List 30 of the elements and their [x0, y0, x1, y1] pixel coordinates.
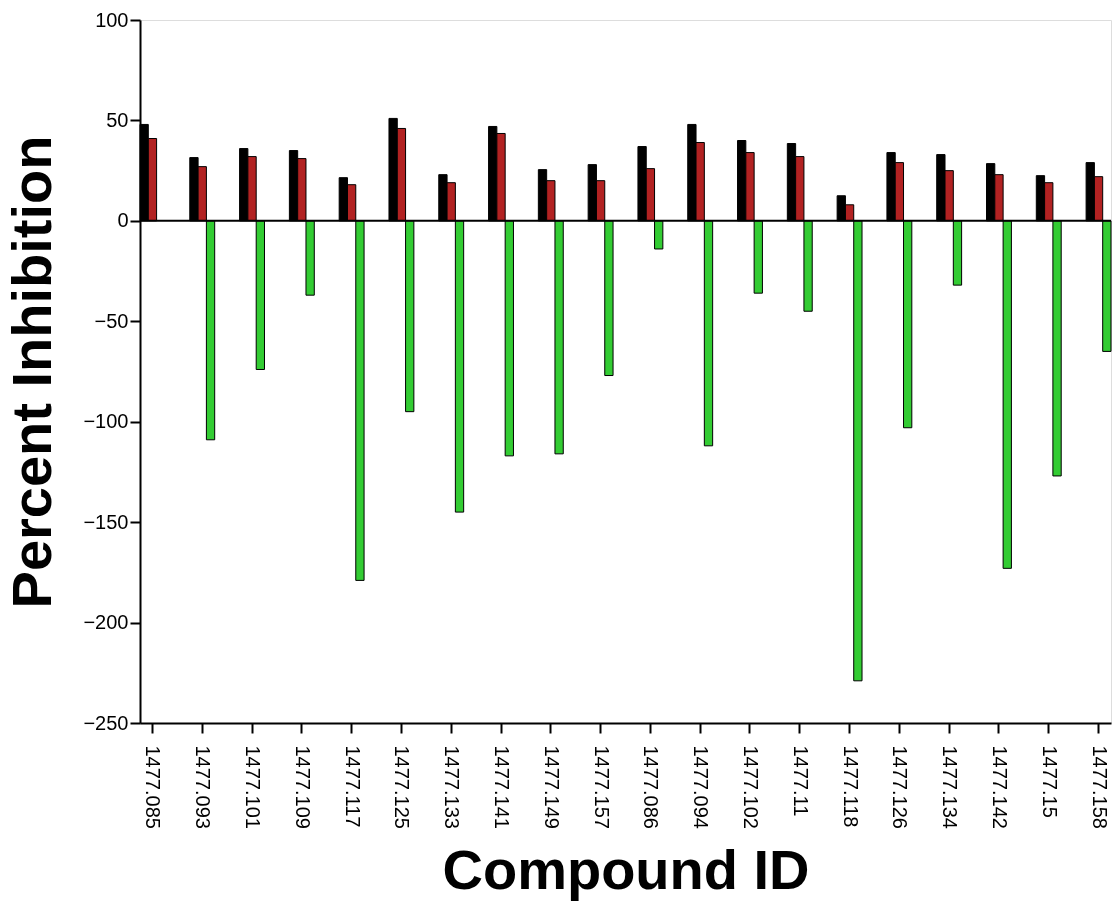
y-tick-label: −250 — [83, 711, 129, 734]
x-tick-label: 1477.085 — [142, 745, 165, 829]
x-tick-label: 1477.141 — [491, 745, 514, 829]
y-tick-label: 50 — [106, 108, 129, 131]
y-tick-label: 100 — [95, 8, 129, 31]
x-tick-label: 1477.149 — [540, 745, 563, 829]
x-tick-label: 1477.157 — [590, 745, 613, 829]
x-tick-label: 1477.133 — [441, 745, 464, 829]
x-tick-label: 1477.126 — [889, 745, 912, 829]
y-tick-label: −200 — [83, 611, 129, 634]
x-tick-label: 1477.118 — [839, 745, 862, 828]
x-tick-label: 1477.109 — [291, 745, 314, 829]
y-tick-label: 0 — [117, 209, 129, 232]
y-axis-title: Percent Inhibition — [0, 135, 64, 609]
x-tick-label: 1477.11 — [789, 745, 812, 817]
x-tick-label: 1477.15 — [1038, 745, 1061, 818]
x-tick-label: 1477.094 — [690, 745, 713, 829]
x-tick-label: 1477.117 — [341, 745, 364, 828]
x-tick-label: 1477.125 — [391, 745, 414, 829]
x-tick-label: 1477.158 — [1088, 745, 1111, 829]
x-tick-label: 1477.134 — [939, 745, 962, 829]
y-tick-label: −50 — [94, 309, 129, 332]
x-tick-label: 1477.093 — [192, 745, 215, 829]
x-tick-label: 1477.142 — [988, 745, 1011, 829]
y-tick-label: −100 — [83, 410, 129, 433]
x-axis-title: Compound ID — [442, 837, 810, 901]
x-tick-label: 1477.102 — [739, 745, 762, 829]
x-tick-label: 1477.101 — [242, 745, 265, 829]
y-tick-label: −150 — [83, 510, 129, 533]
x-tick-label: 1477.086 — [640, 745, 663, 829]
